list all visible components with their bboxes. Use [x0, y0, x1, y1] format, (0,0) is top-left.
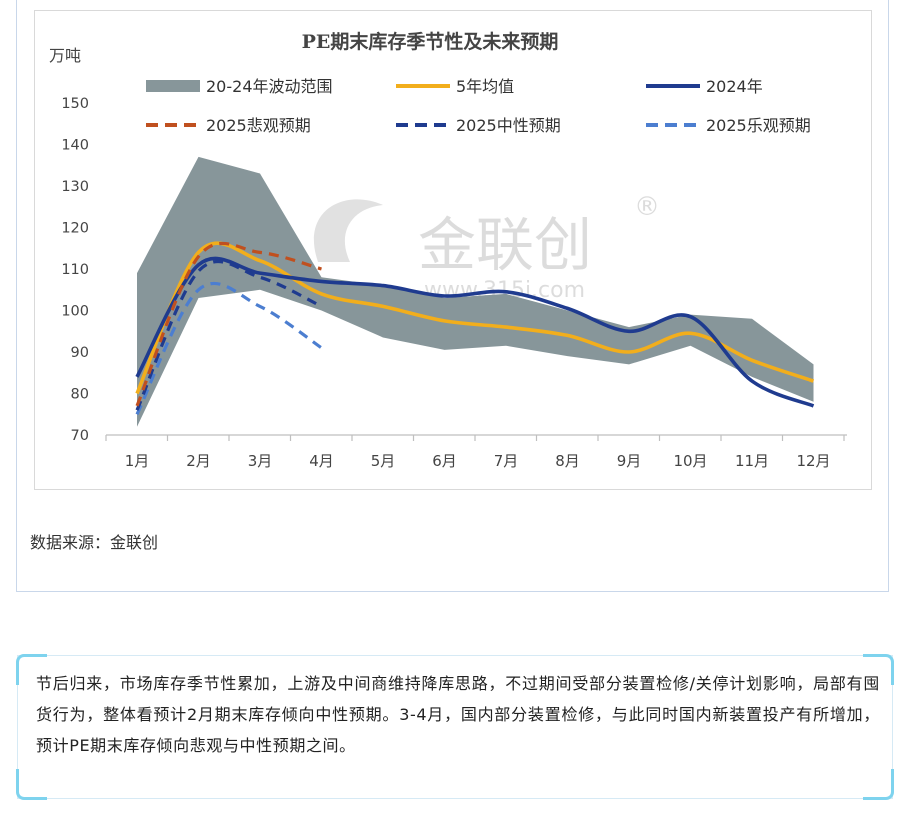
- x-tick-label: 6月: [432, 452, 457, 470]
- y-tick-label: 90: [71, 345, 89, 361]
- x-tick-label: 10月: [673, 452, 707, 470]
- series-line-2: [135, 256, 815, 408]
- legend-label: 2025中性预期: [456, 116, 561, 135]
- legend-label: 20-24年波动范围: [206, 77, 333, 96]
- analysis-note-box: 节后归来，市场库存季节性累加，上游及中间商维持降库思路，不过期间受部分装置检修/…: [16, 654, 894, 800]
- x-tick-label: 9月: [617, 452, 642, 470]
- legend-label: 2025悲观预期: [206, 116, 311, 135]
- series-line-3: [135, 241, 322, 407]
- corner-decoration: [863, 654, 894, 685]
- corner-decoration: [16, 654, 47, 685]
- legend-swatch: [146, 80, 200, 92]
- y-tick-label: 150: [61, 96, 89, 112]
- series-line-5: [135, 282, 323, 416]
- x-tick-label: 7月: [494, 452, 519, 470]
- y-tick-label: 120: [61, 221, 89, 237]
- data-source-label: 数据来源：金联创: [30, 533, 159, 552]
- legend: 20-24年波动范围 5年均值 2024年 2025悲观预期 2025中性预期 2025乐…: [146, 77, 811, 135]
- corner-decoration: [16, 769, 47, 800]
- y-tick-label: 100: [61, 304, 89, 320]
- x-tick-label: 11月: [735, 452, 769, 470]
- y-axis-unit-label: 万吨: [49, 46, 81, 65]
- pe-inventory-chart: PE期末库存季节性及未来预期 万吨 金联创 ® www.315i.com 20-…: [49, 30, 847, 470]
- x-tick-label: 4月: [309, 452, 334, 470]
- watermark-reg-mark: ®: [634, 192, 660, 222]
- y-tick-label: 70: [71, 428, 89, 444]
- y-tick-label: 130: [61, 179, 89, 195]
- watermark-swirl-icon: [313, 199, 383, 262]
- y-tick-label: 80: [71, 387, 89, 403]
- range-band-area: [137, 156, 814, 427]
- y-tick-label: 140: [61, 138, 89, 154]
- series-line-4: [135, 259, 323, 411]
- legend-label: 2024年: [706, 77, 763, 96]
- corner-decoration: [863, 769, 894, 800]
- legend-label: 5年均值: [456, 77, 514, 96]
- x-tick-label: 3月: [248, 452, 273, 470]
- y-axis: 70 80 90 100 110 120 130 140 150: [61, 96, 89, 444]
- legend-label: 2025乐观预期: [706, 116, 811, 135]
- x-tick-label: 5月: [371, 452, 396, 470]
- chart-title: PE期末库存季节性及未来预期: [302, 30, 559, 53]
- x-tick-label: 8月: [555, 452, 580, 470]
- x-tick-label: 12月: [796, 452, 830, 470]
- analysis-note-text: 节后归来，市场库存季节性累加，上游及中间商维持降库思路，不过期间受部分装置检修/…: [36, 674, 880, 755]
- plot-area: [135, 156, 815, 427]
- y-tick-label: 110: [61, 262, 89, 278]
- watermark-brand: 金联创: [418, 211, 592, 279]
- x-tick-label: 1月: [125, 452, 150, 470]
- x-axis: 1月 2月 3月 4月 5月 6月 7月 8月 9月 10月 11月 12月: [105, 434, 847, 470]
- x-tick-label: 2月: [186, 452, 211, 470]
